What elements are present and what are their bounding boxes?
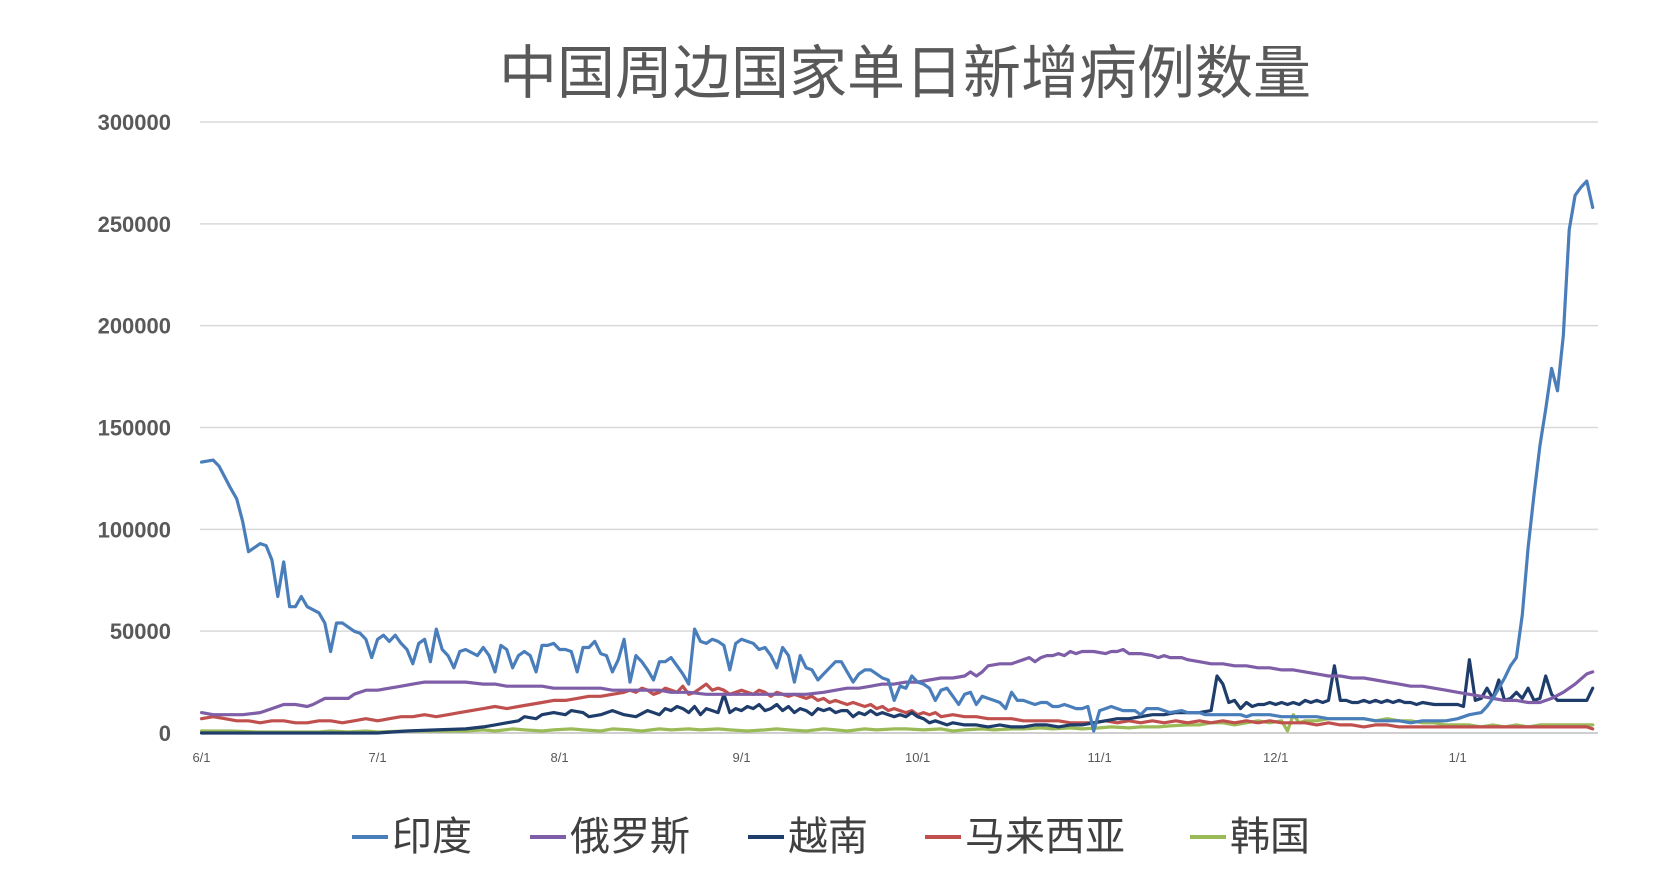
x-axis-ticks: 6/1 7/1 8/1 9/1 10/1 11/1 12/1 1/1 — [192, 750, 1466, 765]
x-tick-label: 6/1 — [192, 750, 210, 765]
legend-label: 印度 — [392, 814, 472, 860]
y-axis-ticks: 0 50000 100000 150000 200000 250000 300000 — [98, 110, 171, 746]
series-lines — [199, 179, 1595, 735]
y-tick-label: 200000 — [98, 314, 171, 339]
x-tick-label: 1/1 — [1449, 750, 1467, 765]
gridlines — [200, 121, 1598, 734]
legend-label: 韩国 — [1230, 814, 1310, 860]
y-tick-label: 150000 — [98, 416, 171, 441]
series-line-2 — [199, 658, 1595, 735]
x-tick-label: 9/1 — [733, 750, 751, 765]
x-tick-label: 11/1 — [1087, 750, 1111, 765]
y-tick-label: 50000 — [110, 619, 171, 644]
chart-title: 中国周边国家单日新增病例数量 — [499, 39, 1311, 107]
series-line-1 — [199, 647, 1595, 717]
y-tick-label: 250000 — [98, 212, 171, 237]
y-tick-label: 300000 — [98, 110, 171, 135]
legend-label: 马来西亚 — [965, 814, 1125, 860]
legend-label: 俄罗斯 — [570, 814, 690, 860]
x-tick-label: 12/1 — [1263, 750, 1288, 765]
y-tick-label: 0 — [159, 721, 171, 746]
x-tick-label: 8/1 — [551, 750, 569, 765]
x-tick-label: 7/1 — [369, 750, 387, 765]
series-line-4 — [199, 713, 1595, 734]
x-tick-label: 10/1 — [905, 750, 930, 765]
legend-label: 越南 — [788, 814, 868, 860]
series-line-3 — [199, 682, 1595, 731]
y-tick-label: 100000 — [98, 517, 171, 542]
legend: 印度 俄罗斯 越南 马来西亚 韩国 — [352, 814, 1310, 860]
series-line-0 — [199, 179, 1595, 733]
